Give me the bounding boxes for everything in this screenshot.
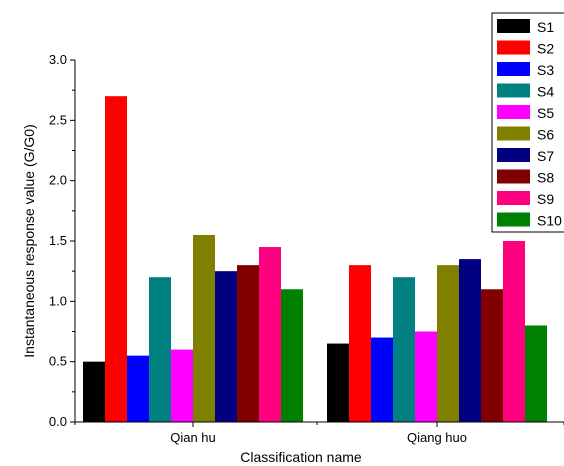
bar-s6-qiang-huo — [437, 265, 459, 422]
bar-s9-qian-hu — [259, 247, 281, 422]
legend-swatch-s10 — [497, 213, 530, 227]
bar-s2-qian-hu — [105, 96, 127, 422]
bar-s7-qian-hu — [215, 271, 237, 422]
bar-s1-qiang-huo — [327, 344, 349, 422]
legend-label-s6: S6 — [537, 127, 554, 143]
legend-swatch-s5 — [497, 105, 530, 119]
legend-label-s4: S4 — [537, 84, 554, 100]
y-tick-label: 2.0 — [49, 173, 67, 188]
legend: S1 S2 S3 S4 S5 S6 S7 S8 S9 S10 — [492, 13, 564, 232]
legend-swatch-s1 — [497, 19, 530, 33]
bars-group — [83, 96, 547, 422]
y-tick-label: 3.0 — [49, 52, 67, 67]
bar-s1-qian-hu — [83, 362, 105, 422]
bar-s8-qian-hu — [237, 265, 259, 422]
legend-swatch-s6 — [497, 127, 530, 141]
y-axis-label: Instantaneous response value (G/G0) — [21, 124, 37, 357]
y-tick-label: 0.0 — [49, 414, 67, 429]
legend-label-s7: S7 — [537, 148, 554, 164]
x-tick-label: Qian hu — [170, 430, 216, 445]
legend-swatch-s4 — [497, 84, 530, 98]
legend-label-s8: S8 — [537, 170, 554, 186]
bar-s3-qian-hu — [127, 356, 149, 422]
x-axis-label: Classification name — [240, 449, 362, 465]
bar-s5-qiang-huo — [415, 332, 437, 423]
y-tick-label: 1.0 — [49, 293, 67, 308]
bar-s9-qiang-huo — [503, 241, 525, 422]
legend-swatch-s8 — [497, 170, 530, 184]
legend-swatch-s9 — [497, 191, 530, 205]
y-tick-label: 0.5 — [49, 354, 67, 369]
legend-swatch-s3 — [497, 62, 530, 76]
x-tick-label: Qiang huo — [407, 430, 467, 445]
legend-label-s9: S9 — [537, 191, 554, 207]
bar-s2-qiang-huo — [349, 265, 371, 422]
bar-s10-qiang-huo — [525, 325, 547, 422]
bar-s4-qian-hu — [149, 277, 171, 422]
legend-swatch-s2 — [497, 41, 530, 55]
bar-s3-qiang-huo — [371, 338, 393, 422]
bar-s7-qiang-huo — [459, 259, 481, 422]
legend-label-s2: S2 — [537, 41, 554, 57]
y-tick-label: 2.5 — [49, 112, 67, 127]
legend-label-s3: S3 — [537, 62, 554, 78]
bar-s8-qiang-huo — [481, 289, 503, 422]
bar-s4-qiang-huo — [393, 277, 415, 422]
bar-s10-qian-hu — [281, 289, 303, 422]
legend-label-s1: S1 — [537, 19, 554, 35]
legend-swatch-s7 — [497, 148, 530, 162]
bar-s5-qian-hu — [171, 350, 193, 422]
legend-label-s5: S5 — [537, 105, 554, 121]
legend-label-s10: S10 — [537, 213, 562, 229]
bar-s6-qian-hu — [193, 235, 215, 422]
y-tick-label: 1.5 — [49, 233, 67, 248]
